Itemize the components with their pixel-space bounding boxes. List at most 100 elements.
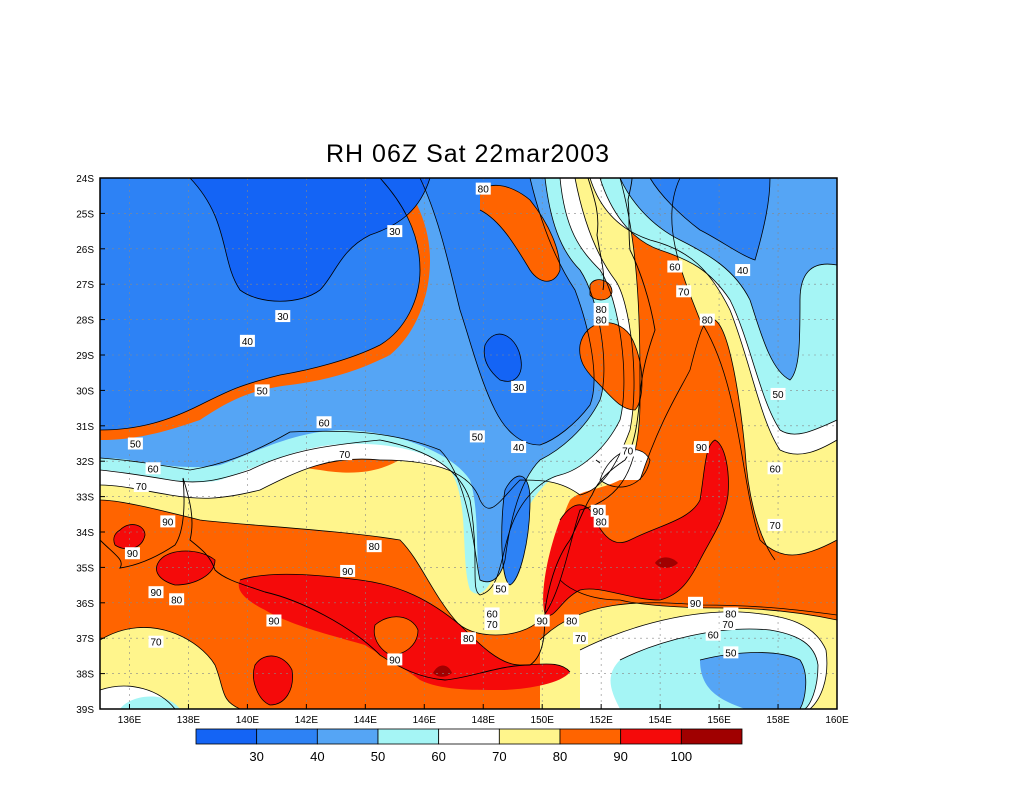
- lon-tick-label: 152E: [589, 715, 613, 726]
- colorbar-labels: 30 40 50 60 70 80 90 100: [249, 749, 692, 764]
- colorbar-swatch: [316, 728, 379, 745]
- contour-label: 60: [705, 628, 721, 642]
- svg-text:70: 70: [339, 450, 351, 461]
- svg-text:70: 70: [150, 638, 162, 649]
- contour-label: 50: [723, 646, 739, 659]
- contour-label: 90: [693, 441, 709, 454]
- lon-tick-label: 146E: [413, 715, 437, 726]
- lon-tick-label: 154E: [648, 715, 672, 726]
- lat-tick-label: 27S: [76, 280, 94, 291]
- contour-label: 80: [564, 614, 580, 628]
- contour-label: 50: [254, 384, 270, 397]
- contour-label: 80: [593, 515, 609, 528]
- colorbar-swatch: [620, 728, 682, 745]
- contour-label: 60: [316, 416, 332, 429]
- svg-text:90: 90: [696, 443, 708, 454]
- contour-label: 90: [124, 547, 140, 560]
- contour-label: 80: [169, 593, 185, 606]
- lat-tick-label: 34S: [76, 528, 94, 539]
- contour-label: 80: [699, 313, 715, 327]
- colorbar-label: 50: [371, 749, 385, 764]
- lat-tick-label: 32S: [76, 457, 94, 468]
- contour-label: 90: [687, 596, 703, 610]
- contour-label: 30: [511, 380, 527, 394]
- svg-text:70: 70: [575, 634, 587, 645]
- colorbar-swatch: [498, 728, 561, 745]
- contour-label: 80: [723, 607, 739, 620]
- contour-lines: [99, 177, 838, 710]
- lon-tick-label: 150E: [531, 715, 555, 726]
- svg-text:50: 50: [772, 390, 784, 401]
- contour-label: 60: [667, 260, 683, 274]
- svg-text:90: 90: [150, 588, 162, 599]
- svg-text:80: 80: [478, 185, 490, 196]
- contour-label: 70: [337, 448, 353, 461]
- svg-text:30: 30: [277, 312, 289, 323]
- svg-text:50: 50: [130, 440, 142, 451]
- contour-label: 50: [127, 437, 143, 451]
- contour-label: 90: [387, 653, 403, 666]
- svg-text:50: 50: [472, 432, 484, 443]
- contour-label: 90: [590, 504, 606, 518]
- lat-tick-label: 26S: [76, 245, 94, 256]
- svg-text:80: 80: [725, 609, 737, 620]
- contour-label: 80: [475, 182, 491, 196]
- lat-tick-label: 35S: [76, 563, 94, 574]
- contour-label: 70: [484, 618, 500, 631]
- lat-tick-label: 30S: [76, 386, 94, 397]
- contour-label: 80: [461, 632, 476, 645]
- contour-label: 70: [767, 518, 783, 532]
- contour-label: 40: [735, 264, 751, 277]
- lon-tick-label: 148E: [472, 715, 496, 726]
- lon-tick-label: 142E: [295, 715, 319, 726]
- svg-text:60: 60: [318, 418, 330, 429]
- svg-text:80: 80: [463, 634, 475, 645]
- svg-text:60: 60: [487, 609, 499, 620]
- plot-frame: [99, 177, 838, 710]
- lat-tick-label: 24S: [76, 174, 94, 185]
- contour-label: 80: [593, 313, 609, 327]
- contour-label: 70: [133, 479, 149, 493]
- svg-text:60: 60: [770, 464, 782, 475]
- svg-text:80: 80: [369, 542, 381, 553]
- lat-tick-label: 39S: [76, 705, 94, 716]
- lat-tick-label: 28S: [76, 316, 94, 327]
- colorbar-swatch: [195, 728, 258, 745]
- contour-label: 40: [239, 334, 255, 348]
- contour-label: 90: [160, 515, 176, 528]
- svg-text:70: 70: [136, 482, 148, 493]
- svg-text:50: 50: [495, 585, 507, 596]
- svg-text:70: 70: [622, 447, 634, 458]
- contour-label: 30: [387, 225, 403, 238]
- svg-text:80: 80: [596, 517, 608, 528]
- contour-label: 60: [484, 607, 500, 620]
- contour-label: 70: [620, 444, 636, 458]
- svg-text:80: 80: [702, 316, 714, 327]
- colorbar-label: 60: [431, 749, 445, 764]
- svg-text:40: 40: [513, 443, 525, 454]
- svg-text:80: 80: [566, 617, 578, 628]
- contour-label: 50: [770, 387, 786, 401]
- colorbar-swatch: [680, 728, 743, 745]
- contour-label: 90: [340, 564, 356, 578]
- colorbar-swatch: [377, 728, 440, 745]
- map-title: RH 06Z Sat 22mar2003: [325, 140, 611, 168]
- svg-text:90: 90: [268, 617, 280, 628]
- svg-text:90: 90: [162, 517, 174, 528]
- lon-tick-label: 138E: [177, 715, 201, 726]
- svg-text:80: 80: [596, 316, 608, 327]
- colorbar-label: 30: [249, 749, 263, 764]
- lon-tick-label: 140E: [236, 715, 260, 726]
- contour-label: 30: [275, 310, 291, 323]
- svg-text:60: 60: [148, 464, 160, 475]
- contour-label: 50: [469, 430, 485, 443]
- colorbar: [195, 728, 743, 745]
- lat-tick-label: 38S: [76, 670, 94, 681]
- colorbar-label: 40: [310, 749, 324, 764]
- lat-tick-label: 29S: [76, 351, 94, 362]
- svg-text:30: 30: [513, 383, 525, 394]
- colorbar-swatch: [256, 728, 318, 745]
- svg-text:80: 80: [171, 595, 183, 606]
- contour-label: 70: [676, 285, 692, 298]
